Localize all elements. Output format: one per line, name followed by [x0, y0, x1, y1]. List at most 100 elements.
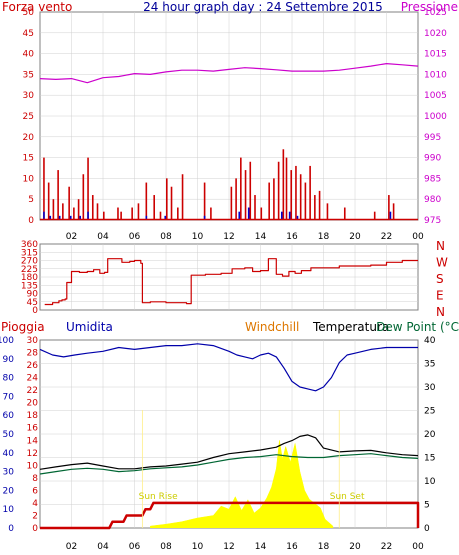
wind-gust-bar — [131, 207, 133, 220]
wind-gust-bar — [210, 207, 212, 220]
wind-speed-tick-label: 20 — [23, 133, 35, 143]
wind-gust-bar — [77, 199, 80, 220]
temperature-tick-label: 15 — [424, 454, 435, 464]
hour-tick-label: 20 — [349, 232, 361, 242]
hour-tick-label: 10 — [192, 542, 204, 552]
temperature-line — [39, 434, 419, 470]
wind-gust-bar — [73, 207, 75, 220]
hour-tick-label: 18 — [318, 232, 330, 242]
wind-average-bar — [389, 211, 392, 220]
temperature-tick-label: 30 — [424, 383, 436, 393]
wind-average-bar — [288, 211, 291, 220]
rain-tick-label: 24 — [27, 374, 39, 384]
wind-average-bar — [58, 215, 61, 220]
direction-degree-tick-label: 90 — [27, 290, 39, 300]
wind-gust-bar — [235, 178, 237, 220]
wind-gust-bar — [117, 207, 119, 220]
humidity-tick-label: 100 — [0, 336, 14, 346]
temperature-tick-label: 40 — [424, 336, 436, 346]
wind-average-bar — [87, 211, 89, 220]
rain-tick-label: 30 — [27, 336, 39, 346]
wind-gust-bar — [388, 195, 390, 220]
rain-title: Pioggia — [1, 320, 45, 334]
pressure-tick-label: 985 — [424, 174, 441, 184]
wind-gust-bar — [282, 149, 285, 220]
chart-date-title: 24 hour graph day : 24 Settembre 2015 — [143, 0, 383, 14]
humidity-line — [39, 343, 418, 392]
pressure-title: Pressione — [401, 0, 458, 14]
wind-speed-tick-label: 45 — [23, 29, 34, 39]
direction-degree-tick-label: 45 — [27, 298, 38, 308]
wind-gust-bar — [120, 211, 122, 220]
wind-gust-bar — [96, 203, 99, 220]
wind-gust-bar — [91, 195, 94, 220]
wind-gust-bar — [170, 186, 173, 220]
wind-gust-bar — [343, 207, 346, 220]
pressure-tick-label: 990 — [424, 154, 441, 164]
hour-tick-label: 16 — [286, 542, 298, 552]
wind-speed-tick-label: 25 — [23, 112, 34, 122]
pressure-tick-label: 1005 — [424, 91, 447, 101]
humidity-tick-label: 70 — [3, 392, 15, 402]
wind-speed-tick-label: 50 — [23, 8, 35, 18]
rain-tick-label: 4 — [32, 499, 38, 509]
wind-gust-bar — [43, 157, 45, 220]
hour-tick-label: 12 — [223, 542, 234, 552]
direction-degree-tick-label: 315 — [21, 248, 38, 258]
wind-gust-bar — [299, 174, 302, 220]
humidity-tick-label: 80 — [3, 374, 15, 384]
pressure-tick-label: 980 — [424, 195, 441, 205]
wind-gust-bar — [203, 182, 206, 220]
humidity-tick-label: 0 — [8, 524, 14, 534]
wind-average-bar — [238, 211, 241, 220]
wind-gust-bar — [230, 186, 233, 220]
humidity-tick-label: 20 — [3, 486, 15, 496]
wind-gust-bar — [159, 211, 162, 220]
sunset-annotation: Sun Set — [330, 492, 365, 502]
wind-average-bar — [69, 215, 72, 220]
pressure-tick-label: 1020 — [424, 29, 447, 39]
temperature-title: Temperatura — [312, 320, 389, 334]
compass-point-label: N — [436, 239, 445, 253]
direction-degree-tick-label: 0 — [32, 306, 38, 316]
wind-direction-line — [44, 258, 418, 306]
wind-gust-bar — [68, 186, 70, 220]
rain-tick-label: 28 — [27, 349, 39, 359]
wind-gust-bar — [244, 170, 247, 220]
rain-tick-label: 10 — [27, 461, 39, 471]
direction-degree-tick-label: 180 — [21, 273, 38, 283]
windchill-title: Windchill — [245, 320, 299, 334]
wind-gust-bar — [47, 182, 50, 220]
hour-tick-label: 08 — [160, 232, 172, 242]
wind-gust-bar — [285, 157, 288, 220]
wind-speed-tick-label: 35 — [23, 70, 34, 80]
pressure-line — [39, 62, 419, 84]
hour-tick-label: 14 — [255, 232, 267, 242]
hour-tick-label: 20 — [349, 542, 361, 552]
wind-speed-tick-label: 15 — [23, 154, 34, 164]
hour-tick-label: 06 — [129, 232, 141, 242]
humidity-tick-label: 50 — [3, 430, 15, 440]
hour-tick-label: 00 — [412, 232, 424, 242]
wind-speed-tick-label: 40 — [23, 50, 35, 60]
rain-tick-label: 8 — [32, 474, 38, 484]
wind-gust-bar — [87, 157, 89, 220]
pressure-tick-label: 1015 — [424, 50, 447, 60]
wind-gust-bar — [273, 178, 275, 220]
solar-radiation-area — [150, 440, 334, 528]
pressure-tick-label: 1000 — [424, 112, 447, 122]
hour-tick-label: 00 — [412, 542, 424, 552]
humidity-title: Umidita — [66, 320, 113, 334]
wind-gust-bar — [318, 190, 321, 220]
rain-tick-label: 20 — [27, 399, 39, 409]
wind-speed-tick-label: 0 — [28, 216, 34, 226]
wind-average-bar — [49, 215, 52, 220]
wind-gust-bar — [166, 178, 168, 220]
wind-gust-bar — [145, 182, 148, 220]
wind-average-bar — [247, 207, 250, 220]
wind-gust-bar — [153, 195, 155, 220]
wind-speed-tick-label: 30 — [23, 91, 35, 101]
rain-tick-label: 26 — [27, 361, 39, 371]
humidity-tick-label: 60 — [3, 411, 15, 421]
